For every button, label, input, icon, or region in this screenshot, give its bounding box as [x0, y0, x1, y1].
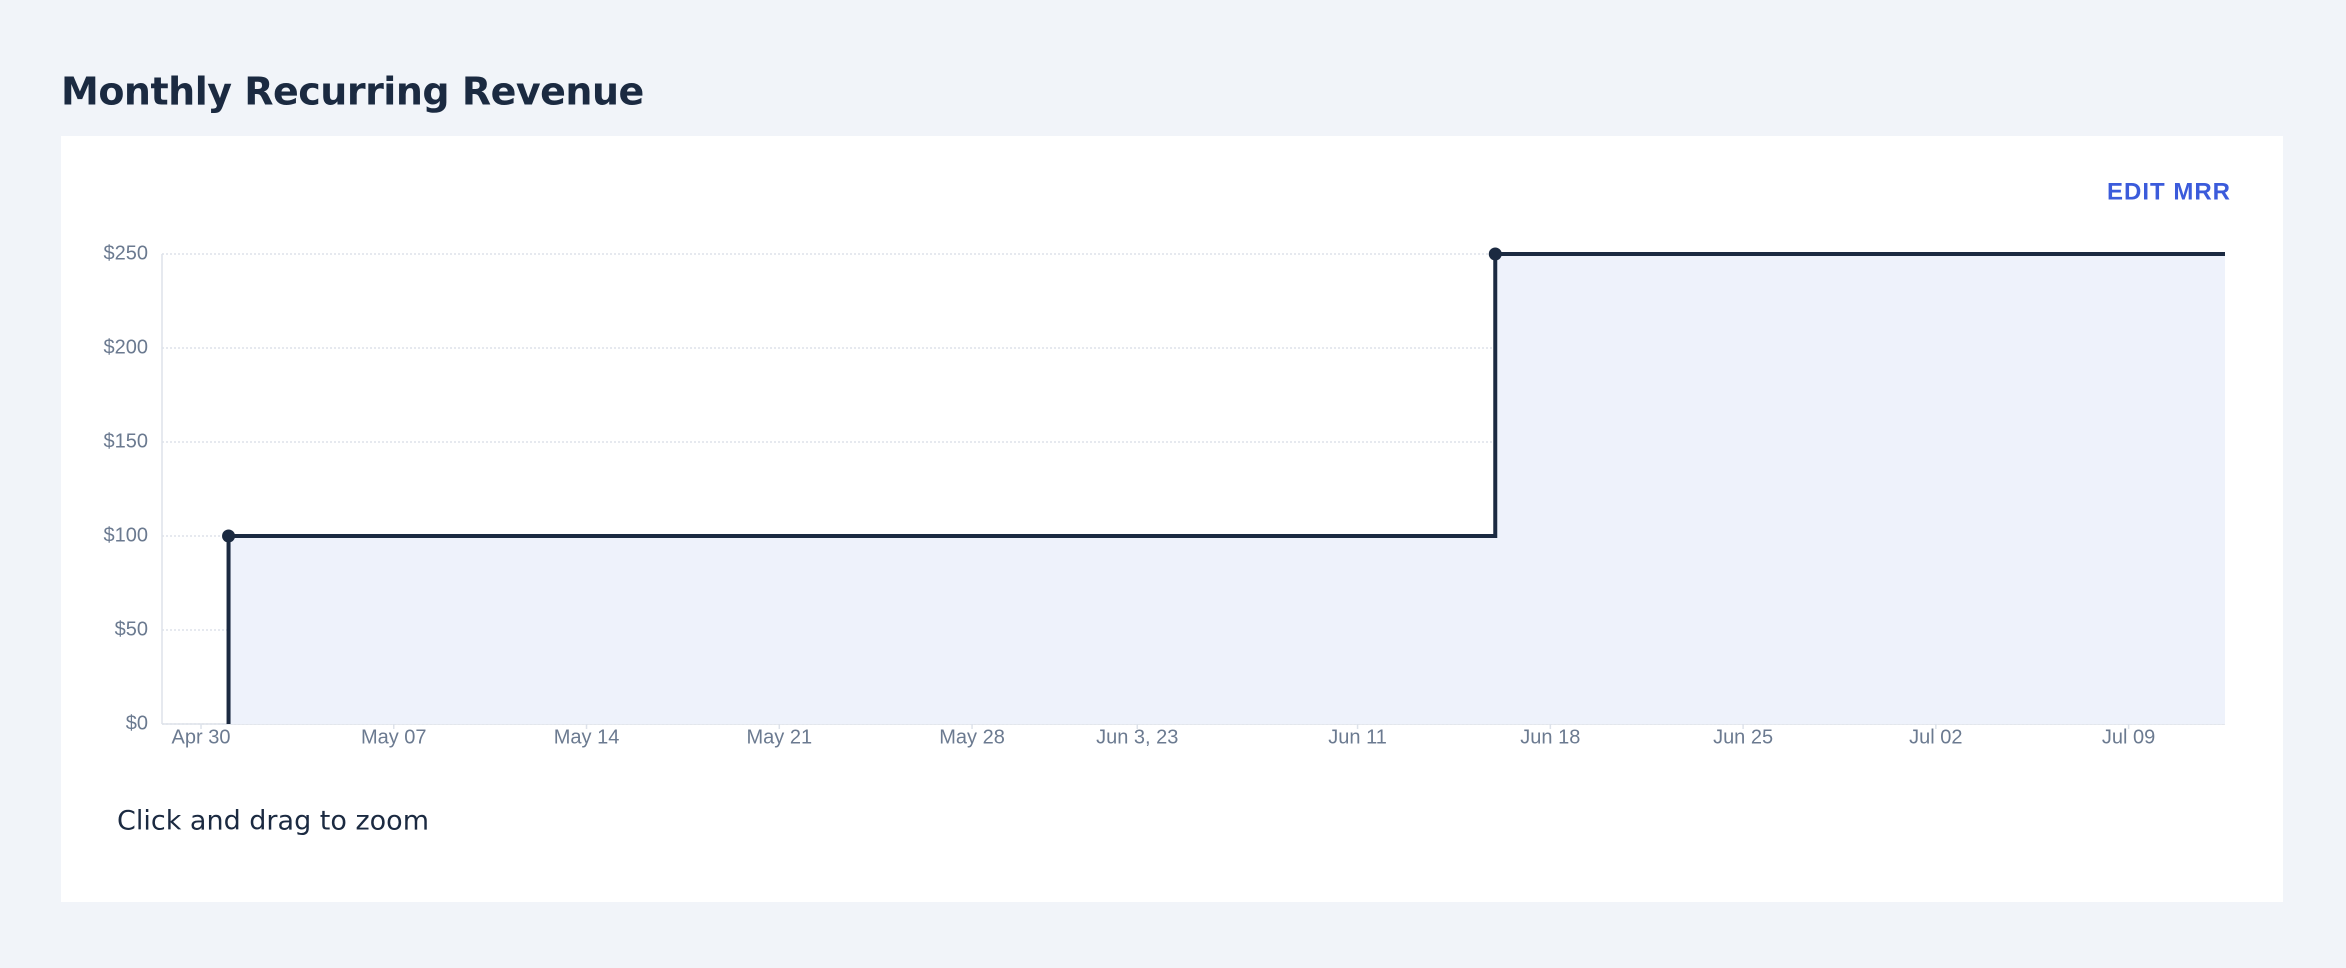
y-tick-label: $200 [104, 336, 149, 358]
x-tick-label: May 21 [746, 726, 812, 748]
zoom-hint: Click and drag to zoom [117, 806, 429, 837]
x-tick-label: Jun 11 [1328, 726, 1387, 748]
y-tick-label: $250 [104, 242, 149, 264]
point [222, 529, 236, 543]
plot: $0 $50 $100 $150 $200 $250 Apr 30 May 07 May 14 M… [104, 242, 2226, 748]
edit-button[interactable]: EDIT MRR [2107, 178, 2231, 205]
x-tick-label: Jul 09 [2102, 726, 2155, 748]
area [228, 254, 2226, 724]
y-tick-label: $150 [104, 430, 149, 452]
point [1488, 247, 1502, 261]
x-tick-label: Jun 18 [1520, 726, 1580, 748]
x-tick-label: Apr 30 [172, 726, 231, 748]
page-title: Monthly Recurring Revenue [61, 70, 644, 114]
x-tick-label: Jun 3, 23 [1096, 726, 1178, 748]
x-tick-label: Jul 02 [1909, 726, 1962, 748]
x-tick-label: May 07 [361, 726, 427, 748]
line [226, 252, 2225, 724]
y-tick-label: $0 [126, 712, 148, 734]
x-tick-label: May 14 [554, 726, 620, 748]
y-tick-label: $50 [115, 618, 148, 640]
x-tick-label: Jun 25 [1713, 726, 1773, 748]
x-tick-label: May 28 [939, 726, 1005, 748]
y-tick-label: $100 [104, 524, 149, 546]
